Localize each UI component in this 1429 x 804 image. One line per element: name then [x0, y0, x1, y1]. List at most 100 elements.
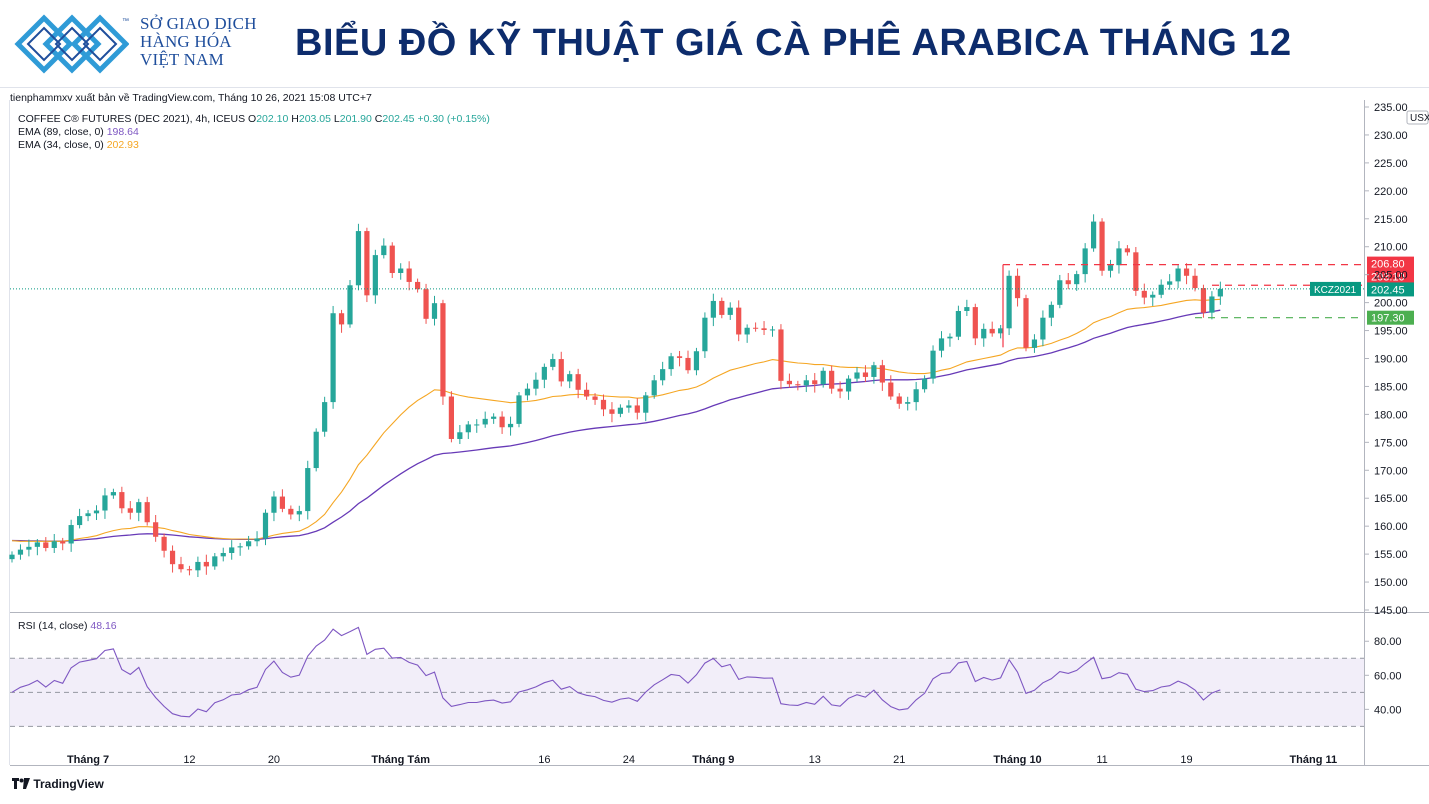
- candle-body: [355, 231, 362, 286]
- candle-body: [1031, 339, 1038, 348]
- candle: [305, 460, 311, 520]
- candle-body: [820, 370, 826, 385]
- candle-body: [888, 382, 894, 397]
- candle: [389, 242, 395, 279]
- candle: [660, 361, 666, 386]
- candle-body: [330, 313, 336, 403]
- candle-body: [592, 396, 598, 400]
- candle-body: [110, 492, 116, 496]
- candle-body: [507, 423, 514, 428]
- candle: [761, 321, 767, 336]
- candle: [795, 380, 801, 391]
- candle: [161, 533, 167, 558]
- rsi-label: RSI (14, close): [18, 620, 88, 632]
- candle: [736, 300, 742, 342]
- candle-body: [550, 359, 556, 367]
- level-label-last-bg: [1367, 282, 1414, 297]
- price-tick-label: 215.00: [1374, 214, 1408, 226]
- candle: [989, 321, 995, 337]
- candle: [1099, 218, 1105, 276]
- candle: [558, 351, 564, 387]
- candle-body: [26, 546, 32, 550]
- ema89-label: EMA (89, close, 0): [18, 126, 104, 138]
- candle-body: [313, 431, 319, 469]
- logo-line-3: VIỆT NAM: [140, 50, 224, 69]
- candle: [803, 374, 809, 393]
- candle: [947, 333, 953, 347]
- tradingview-brand[interactable]: TradingView: [12, 776, 104, 791]
- candle-body: [643, 395, 649, 413]
- candle-body: [1167, 281, 1173, 285]
- candle-body: [279, 496, 285, 509]
- candle: [727, 302, 733, 320]
- candle-body: [524, 388, 531, 396]
- candle: [186, 565, 193, 576]
- time-tick-label: 24: [623, 754, 635, 766]
- candle: [355, 223, 362, 291]
- candle: [845, 375, 852, 400]
- trademark: ™: [122, 18, 129, 25]
- price-tick-label: 160.00: [1374, 521, 1408, 533]
- price-tick-label: 170.00: [1374, 465, 1408, 477]
- candle: [474, 419, 480, 433]
- candle-body: [85, 513, 91, 517]
- candle-body: [972, 307, 978, 339]
- logo-line-1: SỞ GIAO DỊCH: [140, 14, 257, 33]
- price-tick-label: 225.00: [1374, 158, 1408, 170]
- candle-body: [43, 542, 49, 548]
- candle-body: [1150, 294, 1156, 298]
- candle-body: [786, 380, 792, 385]
- candle: [516, 392, 522, 428]
- price-tick-label: 185.00: [1374, 381, 1408, 393]
- low-label: L: [333, 113, 340, 125]
- candle-body: [955, 310, 961, 337]
- candle-body: [262, 512, 269, 539]
- candle-body: [465, 424, 471, 433]
- candle-body: [431, 303, 438, 319]
- candle: [178, 556, 184, 573]
- candle-body: [415, 281, 421, 290]
- vnx-logo-icon: [14, 14, 129, 74]
- candle-body: [119, 492, 125, 509]
- candle-body: [600, 399, 607, 410]
- candle-body: [1057, 280, 1063, 305]
- candle: [567, 370, 573, 389]
- candle-body: [9, 554, 15, 560]
- candle: [1150, 291, 1156, 306]
- candle-body: [77, 516, 83, 526]
- candle: [998, 324, 1004, 339]
- candle-body: [322, 402, 328, 432]
- header: ™ SỞ GIAO DỊCH HÀNG HÓA VIỆT NAM BIỂU ĐỒ…: [0, 0, 1429, 88]
- candle-body: [491, 416, 497, 419]
- time-tick-label: 13: [809, 754, 821, 766]
- candle: [753, 322, 759, 332]
- candle-body: [930, 350, 936, 379]
- candle: [1209, 291, 1215, 320]
- time-tick-label: Tháng 10: [993, 754, 1041, 766]
- candle-body: [879, 365, 885, 383]
- price-tick-label: 200.00: [1374, 298, 1408, 310]
- candle-body: [812, 380, 818, 385]
- candle: [964, 299, 970, 317]
- ema34-legend: EMA (34, close, 0) 202.93: [18, 139, 139, 151]
- low-value: 201.90: [339, 113, 372, 125]
- candle: [769, 326, 776, 337]
- candle: [820, 367, 826, 388]
- price-tick-label: 150.00: [1374, 577, 1408, 589]
- candle-body: [1116, 248, 1122, 266]
- logo-text: SỞ GIAO DỊCH HÀNG HÓA VIỆT NAM: [140, 15, 257, 69]
- candle: [127, 501, 133, 520]
- candle: [1124, 245, 1130, 256]
- candle: [415, 278, 421, 293]
- price-tick-label: 220.00: [1374, 186, 1408, 198]
- candle: [440, 299, 446, 405]
- candle: [541, 363, 547, 389]
- candle: [26, 539, 32, 557]
- rsi-tick-label: 40.00: [1374, 704, 1402, 716]
- candle-body: [144, 502, 150, 523]
- candle-body: [296, 511, 302, 515]
- price-tick-label: 165.00: [1374, 493, 1408, 505]
- candle-body: [1158, 284, 1164, 295]
- candle-body: [51, 541, 57, 548]
